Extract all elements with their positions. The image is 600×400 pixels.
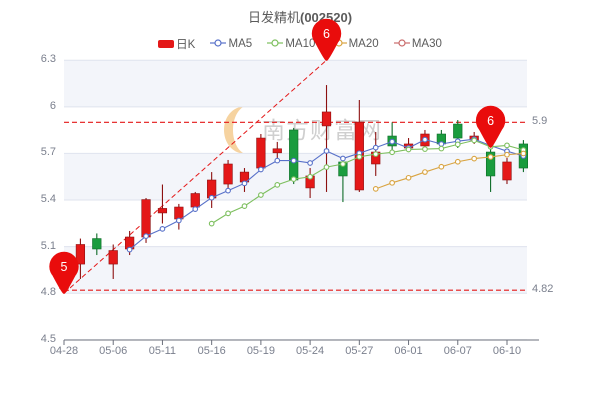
svg-text:6: 6 xyxy=(487,114,494,128)
svg-text:5: 5 xyxy=(61,260,68,274)
svg-text:6: 6 xyxy=(323,27,330,41)
